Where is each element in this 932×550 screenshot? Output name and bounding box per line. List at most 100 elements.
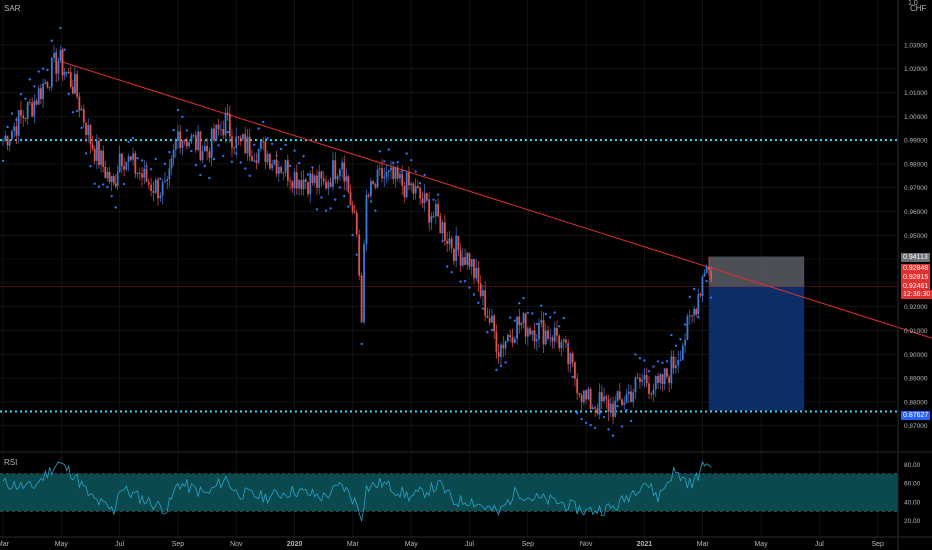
sar-dot (159, 177, 162, 181)
sar-dot (270, 142, 274, 146)
y-tick-label: 1.01000 (904, 90, 928, 97)
sar-dot (89, 165, 92, 168)
candle-body (80, 108, 83, 111)
candle-body (659, 374, 662, 383)
sar-dot (230, 160, 234, 164)
candle-body (535, 339, 538, 342)
sar-dot (508, 316, 512, 319)
candle-body (123, 166, 126, 170)
candle-body (129, 156, 132, 160)
sar-dot (499, 364, 503, 368)
candle-body (253, 160, 256, 162)
candle-body (396, 167, 399, 179)
candle-body (157, 179, 159, 199)
sar-dot (266, 137, 269, 140)
candle-body (591, 407, 594, 410)
candle-body (616, 391, 619, 401)
candle-body (264, 141, 267, 163)
candle-body (6, 135, 9, 146)
sar-dot (544, 312, 547, 316)
candle-body (316, 175, 318, 188)
rsi-band (0, 473, 898, 512)
candle-body (533, 330, 536, 342)
candle-body (304, 179, 307, 182)
sar-dot (405, 152, 408, 155)
candle-body (652, 389, 655, 395)
candle-body (190, 135, 193, 143)
candle-body (565, 339, 567, 343)
candle-body (20, 110, 22, 116)
sar-dot (261, 120, 265, 124)
candle-body (529, 328, 531, 335)
candle-body (691, 315, 693, 317)
candle-body (351, 205, 354, 212)
sar-dot (441, 239, 444, 243)
candle-body (199, 131, 202, 160)
sar-dot (226, 130, 229, 134)
candle-body (17, 110, 20, 136)
candle-body (437, 203, 439, 217)
candle-body (439, 216, 442, 234)
sar-dot (535, 322, 538, 326)
sar-dot (589, 423, 592, 427)
sar-dot (284, 143, 287, 147)
candle-body (464, 257, 466, 265)
candle-body (71, 86, 74, 94)
candle-body (24, 117, 27, 119)
candle-body (376, 169, 379, 188)
sar-dot (369, 200, 373, 203)
candle-body (506, 335, 509, 342)
sar-dot (549, 316, 552, 319)
candle-body (136, 172, 139, 174)
sar-dot (324, 209, 328, 212)
candle-body (374, 184, 377, 188)
candle-body (589, 389, 592, 410)
sar-dot (418, 182, 422, 185)
candle-body (282, 172, 285, 174)
sar-dot (414, 170, 417, 173)
sar-dot (360, 342, 363, 346)
sar-dot (244, 167, 247, 170)
sar-dot (55, 51, 58, 55)
candle-body (26, 101, 29, 119)
candle-body (206, 145, 208, 152)
y-tick-label: 0.88000 (904, 399, 928, 406)
y-tick-label: 1.02000 (904, 66, 928, 73)
candle-body (2, 140, 4, 142)
sar-dot (593, 426, 597, 430)
candle-body (670, 356, 673, 384)
sar-dot (33, 85, 36, 88)
candle-body (574, 362, 576, 379)
sar-dot (643, 359, 646, 362)
candle-body (336, 176, 339, 180)
candle-body (150, 184, 152, 191)
candle-body (244, 134, 247, 154)
candle-body (322, 178, 325, 182)
sar-dot (101, 183, 105, 186)
candle-body (618, 391, 621, 400)
sar-dot (697, 315, 700, 319)
candle-body (513, 338, 516, 343)
candle-body (338, 169, 341, 177)
y-tick-label: 0.87000 (904, 423, 928, 430)
candle-body (246, 136, 249, 154)
sar-dot (468, 286, 471, 289)
candle-body (188, 142, 191, 147)
candle-body (228, 114, 231, 137)
sar-dot (562, 316, 565, 320)
candle-body (697, 294, 700, 315)
candle-body (634, 377, 637, 393)
candle-body (141, 173, 143, 178)
candle-body (197, 131, 200, 150)
sar-dot (306, 173, 310, 176)
candle-body (549, 337, 552, 339)
candle-body (69, 72, 72, 87)
rsi-pane[interactable] (0, 460, 898, 522)
candle-body (547, 330, 549, 339)
candle-body (381, 168, 383, 179)
candle-body (104, 166, 107, 178)
price-pane[interactable] (0, 26, 932, 437)
candle-body (48, 87, 51, 89)
sar-dot (495, 368, 498, 372)
